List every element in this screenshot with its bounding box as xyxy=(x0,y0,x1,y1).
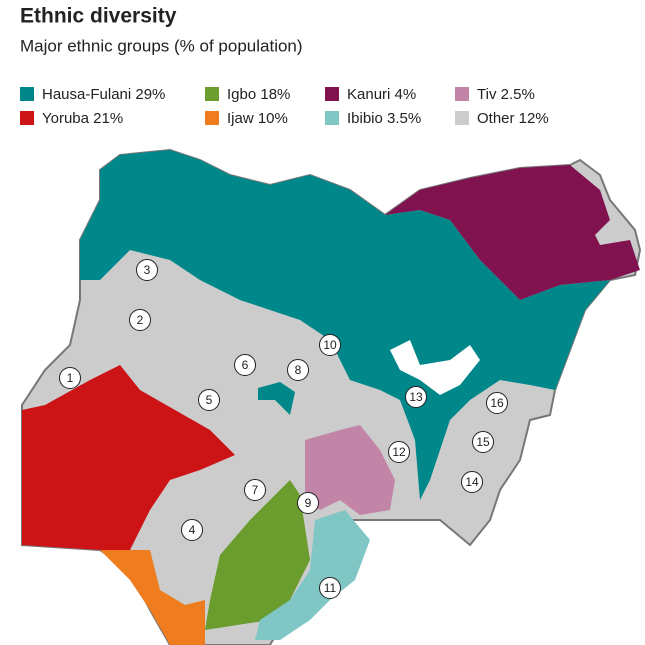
region-tiv xyxy=(305,425,395,515)
legend-label: Yoruba 21% xyxy=(42,110,123,127)
marker-label: 2 xyxy=(137,313,144,327)
region-hausa-fulani xyxy=(258,382,295,415)
marker-circle xyxy=(461,471,483,493)
marker-label: 3 xyxy=(144,263,151,277)
marker-circle xyxy=(136,259,158,281)
legend-label: Tiv 2.5% xyxy=(477,86,535,103)
legend-label: Igbo 18% xyxy=(227,86,290,103)
marker-label: 13 xyxy=(409,390,423,404)
marker-circle xyxy=(486,392,508,414)
legend: Hausa-Fulani 29% Yoruba 21% Igbo 18% Ijaw 1… xyxy=(20,86,549,127)
region-igbo xyxy=(205,480,310,630)
marker-circle xyxy=(319,577,341,599)
legend-swatch xyxy=(455,111,469,125)
legend-label: Hausa-Fulani 29% xyxy=(42,86,165,103)
marker-circle xyxy=(405,386,427,408)
marker-circle xyxy=(287,359,309,381)
region-unpopulated xyxy=(390,340,480,395)
region-yoruba xyxy=(22,365,235,550)
legend-label: Kanuri 4% xyxy=(347,86,416,103)
marker-label: 11 xyxy=(324,581,337,595)
subtitle: Major ethnic groups (% of population) xyxy=(20,36,303,55)
region-hausa-fulani xyxy=(80,150,610,500)
marker-label: 9 xyxy=(305,496,312,510)
region-ijaw xyxy=(100,550,205,645)
legend-swatch xyxy=(325,111,339,125)
marker-label: 1 xyxy=(67,371,74,385)
legend-swatch xyxy=(20,111,34,125)
legend-swatch xyxy=(325,87,339,101)
legend-label: Ijaw 10% xyxy=(227,110,288,127)
marker-circle xyxy=(234,354,256,376)
legend-swatch xyxy=(20,87,34,101)
marker-label: 16 xyxy=(490,396,504,410)
region-kanuri xyxy=(385,165,640,300)
legend-swatch xyxy=(455,87,469,101)
marker-circle xyxy=(472,431,494,453)
title: Ethnic diversity xyxy=(20,5,177,28)
country xyxy=(21,148,642,645)
marker-label: 7 xyxy=(252,483,259,497)
marker-label: 8 xyxy=(295,363,302,377)
marker-label: 5 xyxy=(206,393,213,407)
marker-circle xyxy=(388,441,410,463)
marker-label: 6 xyxy=(242,358,249,372)
marker-circle xyxy=(198,389,220,411)
legend-label: Other 12% xyxy=(477,110,549,127)
legend-label: Ibibio 3.5% xyxy=(347,110,421,127)
marker-circle xyxy=(59,367,81,389)
legend-swatch xyxy=(205,111,219,125)
marker-label: 15 xyxy=(476,435,490,449)
marker-circle xyxy=(181,519,203,541)
legend-swatch xyxy=(205,87,219,101)
marker-circle xyxy=(244,479,266,501)
marker-label: 12 xyxy=(392,445,406,459)
marker-circle xyxy=(129,309,151,331)
marker-circle xyxy=(297,492,319,514)
region-ibibio xyxy=(255,510,370,640)
marker-circle xyxy=(319,334,341,356)
marker-label: 4 xyxy=(189,523,196,537)
marker-label: 14 xyxy=(465,475,479,489)
marker-label: 10 xyxy=(323,338,337,352)
